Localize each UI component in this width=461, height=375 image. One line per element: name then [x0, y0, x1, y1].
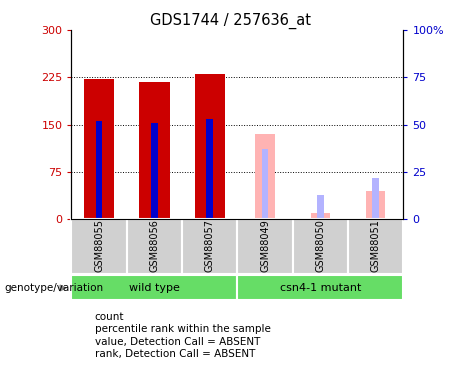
Bar [293, 219, 348, 274]
Text: GSM88055: GSM88055 [94, 219, 104, 272]
Bar [255, 134, 275, 219]
Bar [182, 219, 237, 274]
Text: GSM88057: GSM88057 [205, 219, 215, 272]
Text: rank, Detection Call = ABSENT: rank, Detection Call = ABSENT [95, 349, 255, 359]
Text: GDS1744 / 257636_at: GDS1744 / 257636_at [150, 13, 311, 29]
Text: percentile rank within the sample: percentile rank within the sample [95, 324, 271, 334]
Bar [262, 149, 268, 219]
Bar [151, 123, 158, 219]
Text: count: count [95, 312, 124, 322]
Text: genotype/variation: genotype/variation [5, 283, 104, 293]
Text: GSM88051: GSM88051 [371, 219, 381, 272]
Bar [139, 82, 170, 219]
Text: GSM88050: GSM88050 [315, 219, 325, 272]
Text: wild type: wild type [129, 283, 180, 293]
Text: GSM88049: GSM88049 [260, 219, 270, 272]
Bar [372, 178, 379, 219]
Text: value, Detection Call = ABSENT: value, Detection Call = ABSENT [95, 337, 260, 346]
Text: csn4-1 mutant: csn4-1 mutant [280, 283, 361, 293]
Bar [84, 79, 114, 219]
Bar [237, 219, 293, 274]
Bar [237, 275, 403, 300]
Bar [317, 195, 324, 219]
Bar [366, 191, 385, 219]
Bar [207, 119, 213, 219]
Bar [127, 219, 182, 274]
Text: GSM88056: GSM88056 [149, 219, 160, 272]
Bar [71, 275, 237, 300]
Bar [311, 213, 330, 219]
Bar [96, 121, 102, 219]
Bar [348, 219, 403, 274]
Bar [71, 219, 127, 274]
Bar [195, 74, 225, 219]
